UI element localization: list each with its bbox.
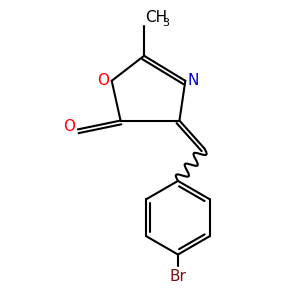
Text: N: N bbox=[188, 73, 199, 88]
Text: Br: Br bbox=[169, 269, 186, 284]
Text: CH: CH bbox=[146, 10, 168, 25]
Text: O: O bbox=[98, 73, 110, 88]
Text: 3: 3 bbox=[163, 18, 170, 28]
Text: O: O bbox=[64, 119, 76, 134]
